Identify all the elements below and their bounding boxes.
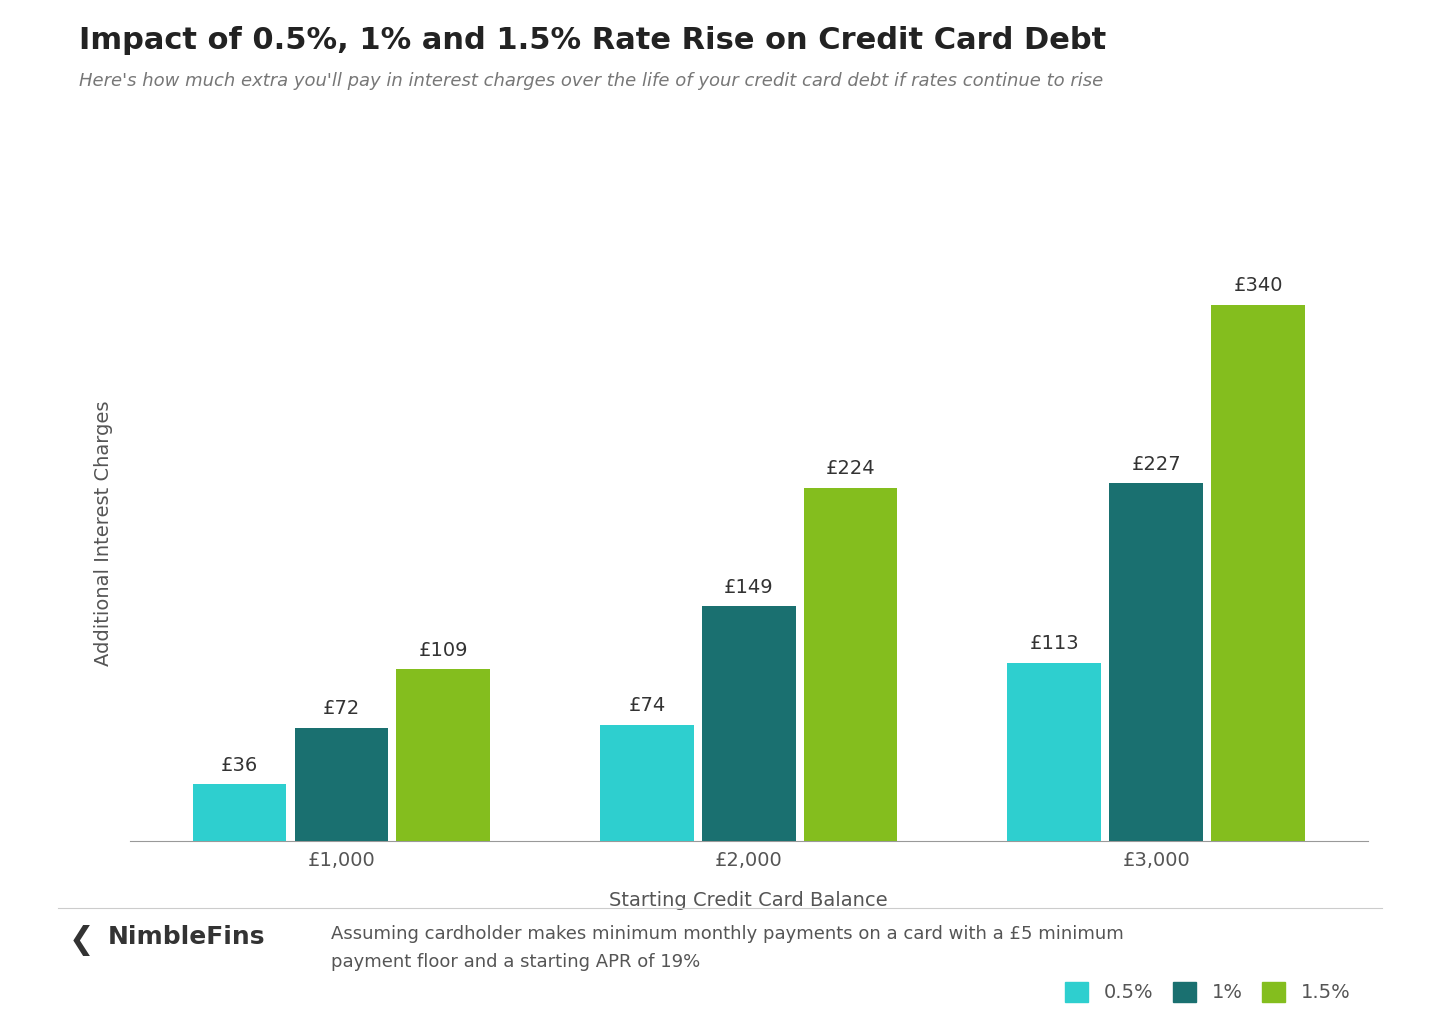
Text: Assuming cardholder makes minimum monthly payments on a card with a £5 minimum
p: Assuming cardholder makes minimum monthl… [331,925,1125,972]
Text: £149: £149 [724,578,773,597]
Text: £224: £224 [825,460,876,478]
Bar [701,606,796,841]
Bar [193,785,287,841]
Text: £113: £113 [1030,634,1079,654]
Text: NimbleFins: NimbleFins [108,925,265,949]
Text: £109: £109 [419,641,468,660]
Text: Here's how much extra you'll pay in interest charges over the life of your credi: Here's how much extra you'll pay in inte… [79,72,1103,90]
Bar [1109,483,1202,841]
Bar [295,727,389,841]
X-axis label: Starting Credit Card Balance: Starting Credit Card Balance [609,891,888,910]
Legend: 0.5%, 1%, 1.5%: 0.5%, 1%, 1.5% [1057,974,1358,1011]
Text: £36: £36 [220,756,258,775]
Text: ❮: ❮ [69,925,95,956]
Text: Impact of 0.5%, 1% and 1.5% Rate Rise on Credit Card Debt: Impact of 0.5%, 1% and 1.5% Rate Rise on… [79,26,1106,54]
Bar [600,724,694,841]
Text: £227: £227 [1132,455,1181,474]
Bar [1211,305,1305,841]
Text: £74: £74 [628,696,665,715]
Bar [1008,663,1102,841]
Text: £72: £72 [323,699,360,718]
Bar [396,669,490,841]
Y-axis label: Additional Interest Charges: Additional Interest Charges [94,401,112,666]
Bar [804,487,897,841]
Text: £340: £340 [1233,276,1283,295]
